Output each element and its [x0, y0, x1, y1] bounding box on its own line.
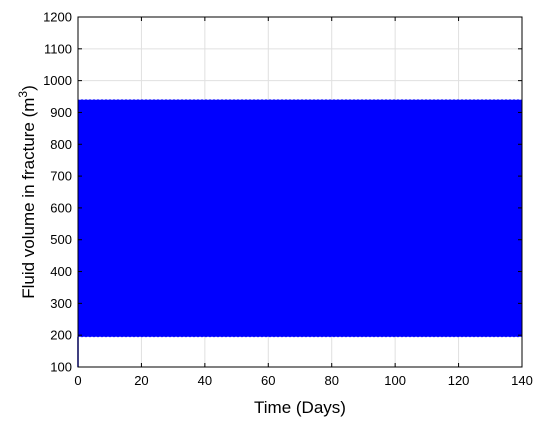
- x-tick-label: 100: [384, 373, 406, 388]
- y-tick-label: 300: [50, 296, 72, 311]
- y-tick-label: 700: [50, 169, 72, 184]
- series-group: [77, 99, 523, 367]
- y-axis-label-main: Fluid volume in fracture (m: [19, 98, 38, 299]
- plot-frame: [77, 16, 523, 368]
- x-tick-label: 0: [74, 373, 81, 388]
- y-tick-label: 200: [50, 328, 72, 343]
- y-tick-label: 1100: [44, 41, 72, 56]
- x-axis: 0 20 40 60 80 100 120 140: [74, 17, 533, 388]
- x-tick-label: 120: [448, 373, 470, 388]
- y-axis-label: Fluid volume in fracture (m3): [16, 85, 38, 299]
- x-tick-label: 140: [511, 373, 533, 388]
- y-tick-label: 500: [50, 232, 72, 247]
- y-tick-label: 800: [50, 137, 72, 152]
- y-tick-label: 400: [50, 264, 72, 279]
- y-axis-label-superscript: 3: [16, 91, 30, 98]
- x-axis-label: Time (Days): [254, 398, 346, 417]
- y-tick-label: 1200: [43, 10, 72, 25]
- x-tick-label: 20: [134, 373, 148, 388]
- x-tick-label: 40: [198, 373, 212, 388]
- y-axis-label-end: ): [19, 85, 38, 91]
- series-band: [78, 99, 522, 337]
- series-troughs: [77, 334, 523, 338]
- y-axis: 100 200 300 400 500 600 700 800 900 1000 1100 1200: [43, 10, 522, 375]
- y-tick-label: 100: [50, 360, 72, 375]
- y-tick-label: 900: [50, 105, 72, 120]
- x-tick-label: 60: [261, 373, 275, 388]
- x-tick-label: 80: [324, 373, 338, 388]
- y-tick-label: 600: [50, 200, 72, 215]
- y-tick-label: 1000: [43, 73, 72, 88]
- series-peaks: [77, 99, 523, 103]
